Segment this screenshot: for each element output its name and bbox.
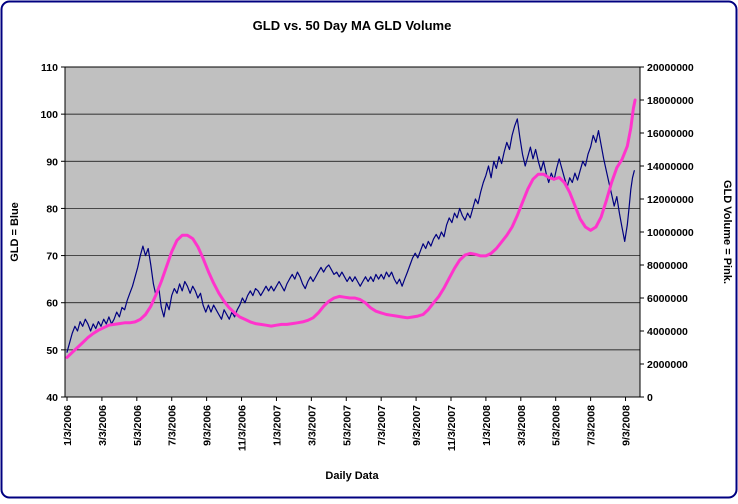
x-axis-tick-label: 7/3/2006: [167, 405, 179, 446]
right-axis-tick-label: 18000000: [647, 95, 694, 107]
right-axis-tick-label: 0: [647, 392, 653, 404]
left-axis-tick-label: 90: [46, 156, 58, 168]
right-axis-tick-label: 16000000: [647, 128, 694, 140]
x-axis-title: Daily Data: [325, 470, 379, 482]
right-axis-tick-label: 14000000: [647, 161, 694, 173]
x-axis-tick-label: 9/3/2008: [621, 405, 633, 446]
x-axis-tick-label: 11/3/2007: [446, 405, 458, 451]
right-axis-tick-label: 2000000: [647, 359, 688, 371]
right-axis-tick-label: 12000000: [647, 194, 694, 206]
x-axis-tick-label: 11/3/2006: [237, 405, 249, 451]
x-axis-tick-label: 5/3/2007: [341, 405, 353, 446]
x-axis-tick-label: 9/3/2007: [411, 405, 423, 446]
plot-background: [65, 67, 640, 397]
gld-price-line: [66, 118, 635, 353]
left-axis-tick-label: 100: [40, 109, 58, 121]
plot-frame: [64, 66, 641, 398]
left-axis-tick-label: 70: [46, 251, 58, 263]
right-axis-title: GLD Volume = Pink.: [721, 180, 733, 284]
right-axis-tick-label: 6000000: [647, 293, 688, 305]
x-axis-tick-label: 3/3/2007: [306, 405, 318, 446]
x-axis-tick-label: 1/3/2006: [62, 405, 74, 446]
left-axis-tick-label: 40: [46, 392, 58, 404]
gld-volume-50dma-line: [65, 98, 637, 359]
right-axis-tick-label: 4000000: [647, 326, 688, 338]
chart-title: GLD vs. 50 Day MA GLD Volume: [253, 18, 452, 33]
left-axis-tick-label: 50: [46, 345, 58, 357]
x-axis-tick-label: 5/3/2008: [551, 405, 563, 446]
x-axis-tick-label: 7/3/2008: [586, 405, 598, 446]
x-axis-tick-label: 5/3/2006: [132, 405, 144, 446]
x-axis-tick-label: 1/3/2008: [481, 405, 493, 446]
x-axis-tick-label: 7/3/2007: [376, 405, 388, 446]
right-axis-tick-label: 8000000: [647, 260, 688, 272]
right-axis-tick-label: 10000000: [647, 227, 694, 239]
x-axis-tick-label: 3/3/2006: [97, 405, 109, 446]
plot-area: 40 50 60 70 80 90 100 110 0 2000000 4000000 6000000…: [40, 62, 693, 451]
left-axis-tick-label: 80: [46, 203, 58, 215]
x-axis-tick-label: 3/3/2008: [516, 405, 528, 446]
x-axis-tick-label: 9/3/2006: [202, 405, 214, 446]
right-axis-tick-label: 20000000: [647, 62, 694, 74]
left-axis-title: GLD = Blue: [9, 202, 21, 262]
left-axis-tick-label: 110: [41, 62, 58, 74]
left-axis-tick-label: 60: [46, 298, 58, 310]
x-axis-tick-label: 1/3/2007: [271, 405, 283, 446]
